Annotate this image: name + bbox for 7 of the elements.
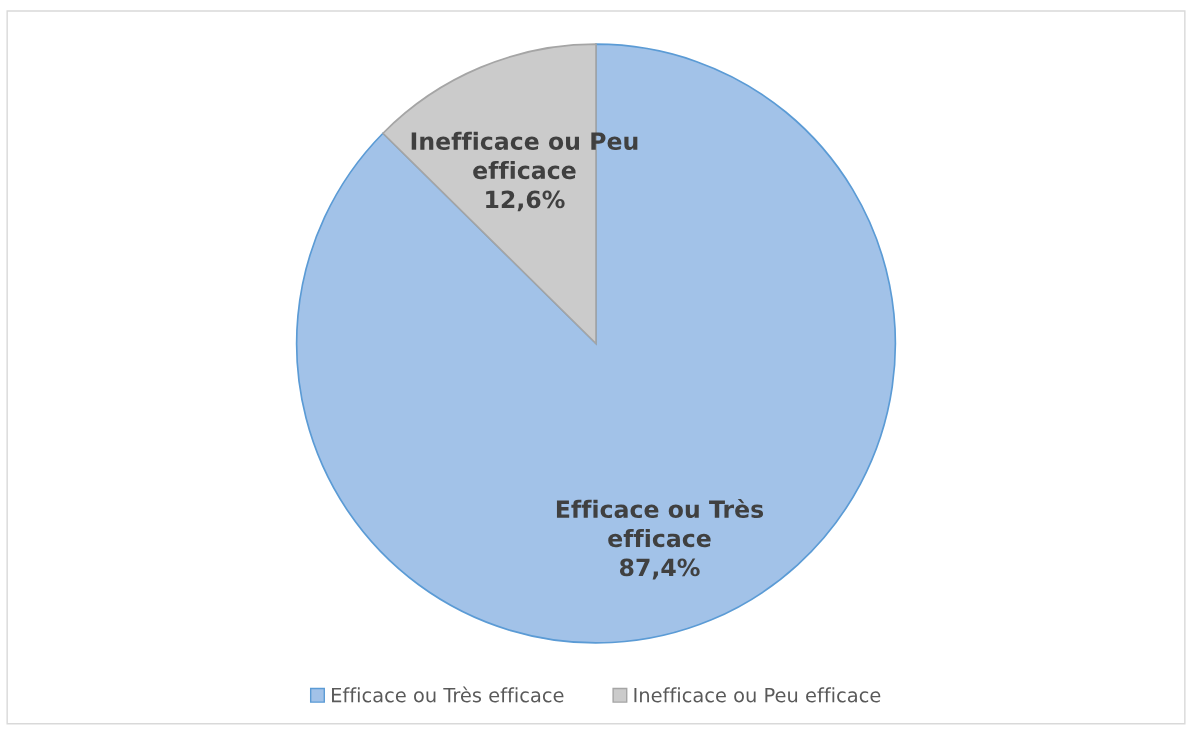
slice-label: Efficace ou Très efficace (556, 498, 764, 548)
slice-label: Inefficace ou Peu efficace (411, 131, 638, 180)
legend-label: Inefficace ou Peu efficace (634, 687, 881, 703)
legend-label: Efficace ou Très efficace (332, 686, 564, 703)
data-label: 12,6% (486, 190, 565, 212)
data-label: 87,4% (619, 558, 700, 580)
pie-slice (295, 43, 897, 644)
